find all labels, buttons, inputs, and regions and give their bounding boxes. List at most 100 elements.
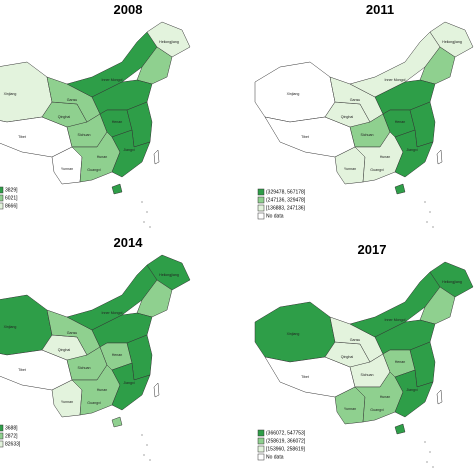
province-label: Xinjiang	[4, 92, 17, 96]
island	[429, 211, 431, 213]
island	[424, 201, 426, 203]
province-label: Jiangxi	[123, 381, 134, 385]
province-label: Jiangxi	[123, 148, 134, 152]
province	[111, 183, 123, 195]
province-label: Sichuan	[361, 373, 374, 377]
legend-swatch	[0, 194, 4, 202]
province-label: Qinghai	[341, 115, 354, 119]
province-label: Henan	[395, 120, 406, 124]
province-label: Xinjiang	[4, 325, 17, 329]
legend-swatch	[257, 196, 265, 204]
province-label: Heilongjiang	[442, 40, 462, 44]
province-label: Sichuan	[361, 133, 374, 137]
island	[141, 201, 143, 203]
province-label: Guangxi	[370, 408, 384, 412]
island	[141, 434, 143, 436]
province-label: Xinjiang	[287, 92, 300, 96]
province-label: Qinghai	[58, 115, 71, 119]
province-label: Guangxi	[87, 168, 101, 172]
island	[143, 454, 145, 456]
province-label: Yunnan	[344, 167, 356, 171]
province	[111, 416, 123, 428]
panel-title: 2014	[114, 235, 144, 250]
legend-label: [136883, 247136]	[266, 205, 306, 211]
province-label: Qinghai	[341, 355, 354, 359]
province-label: Xinjiang	[287, 332, 300, 336]
legend-label: 3829]	[5, 187, 18, 193]
province-label: Gansu	[350, 338, 361, 342]
map: Xinjiang Tibet Qinghai Gansu Inner Mongol Hei…	[0, 21, 191, 228]
island	[426, 221, 428, 223]
legend-label: 82633]	[5, 441, 21, 447]
province-label: Yunnan	[61, 400, 73, 404]
map: Xinjiang Tibet Qinghai Gansu Inner Mongol Hei…	[254, 261, 474, 468]
province-label: Heilongjiang	[442, 280, 462, 284]
legend-label: 2872]	[5, 433, 18, 439]
legend-swatch	[257, 445, 265, 453]
province-label: Sichuan	[78, 366, 91, 370]
island	[149, 459, 151, 461]
province-label: Hunan	[97, 155, 108, 159]
legend-label: [153960, 258619]	[266, 446, 306, 452]
legend-swatch	[257, 188, 265, 196]
island	[432, 466, 434, 468]
province-label: Tibet	[301, 375, 309, 379]
province-label: Heilongjiang	[159, 273, 179, 277]
province-label: Hunan	[380, 395, 391, 399]
island	[429, 451, 431, 453]
panel-title: 2008	[114, 2, 143, 17]
island	[432, 226, 434, 228]
province-label: Guangxi	[87, 401, 101, 405]
island	[143, 221, 145, 223]
province-label: Inner Mongol	[102, 78, 123, 82]
province-label: Yunnan	[344, 407, 356, 411]
legend-swatch	[257, 429, 265, 437]
province-label: Jiangxi	[406, 148, 417, 152]
province-label: Gansu	[350, 98, 361, 102]
legend-label: 6021]	[5, 195, 18, 201]
province-label: Henan	[112, 120, 123, 124]
legend-swatch	[0, 186, 4, 194]
province-label: Yunnan	[61, 167, 73, 171]
island	[149, 226, 151, 228]
island	[424, 441, 426, 443]
province-label: Guangxi	[370, 168, 384, 172]
province-label: Tibet	[301, 135, 309, 139]
province-label: Gansu	[67, 98, 78, 102]
province	[436, 149, 443, 165]
province	[153, 149, 160, 165]
province-label: Hunan	[380, 155, 391, 159]
legend-label: No data	[266, 454, 284, 460]
map: Xinjiang Tibet Qinghai Gansu Inner Mongol Hei…	[254, 21, 474, 228]
legend-swatch	[0, 202, 4, 210]
legend-swatch	[0, 424, 4, 432]
legend-label: (366072, 547753]	[266, 430, 306, 436]
province-label: Qinghai	[58, 348, 71, 352]
legend-label: 3688]	[5, 425, 18, 431]
legend-label: (329478, 567178]	[266, 189, 306, 195]
legend-label: (247136, 329478]	[266, 197, 306, 203]
island	[426, 461, 428, 463]
legend-swatch	[0, 440, 4, 448]
province	[436, 389, 443, 405]
province-label: Heilongjiang	[159, 40, 179, 44]
province-label: Inner Mongol	[385, 78, 406, 82]
province-label: Sichuan	[78, 133, 91, 137]
legend-swatch	[257, 453, 265, 461]
province	[394, 423, 406, 435]
legend-swatch	[257, 437, 265, 445]
legend-label: (258619, 366072]	[266, 438, 306, 444]
legend-label: No data	[266, 213, 284, 219]
province-label: Jiangxi	[406, 388, 417, 392]
map: Xinjiang Tibet Qinghai Gansu Inner Mongol Hei…	[0, 254, 191, 461]
panel-title: 2011	[366, 2, 394, 17]
panel-title: 2017	[358, 242, 387, 257]
legend-swatch	[257, 204, 265, 212]
legend-label: 8666]	[5, 203, 18, 209]
province-label: Inner Mongol	[102, 311, 123, 315]
island	[146, 444, 148, 446]
province	[153, 382, 160, 398]
province-label: Gansu	[67, 331, 78, 335]
province-label: Inner Mongol	[385, 318, 406, 322]
